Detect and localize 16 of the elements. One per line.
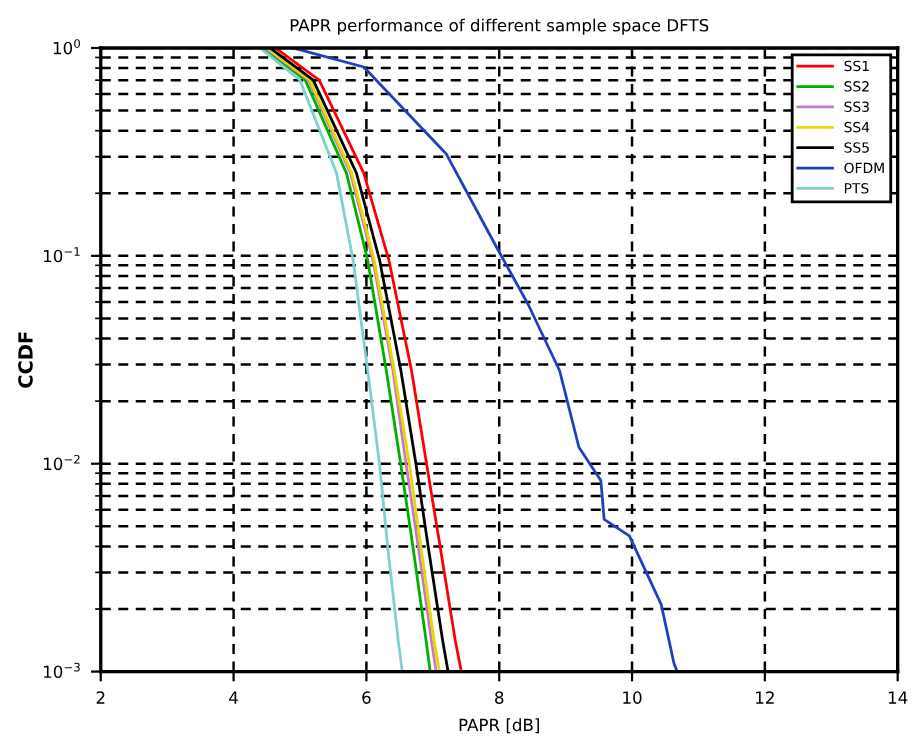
x-tick-label: 12 (756, 691, 774, 704)
x-tick-label: 6 (362, 691, 371, 704)
y-tick-label: 10$^{−2}$ (43, 454, 80, 471)
x-tick-label: 10 (623, 691, 642, 704)
x-tick-label: 14 (888, 691, 908, 704)
y-tick-label: 10$^{0}$ (53, 39, 80, 55)
line-series (258, 47, 404, 672)
x-tick-label: 4 (229, 691, 238, 704)
line-series (291, 47, 679, 672)
x-tick-label: 2 (96, 691, 105, 704)
y-tick-label: 10$^{−3}$ (43, 662, 80, 679)
y-tick-label: 10$^{−1}$ (43, 247, 80, 263)
x-axis-title: PAPR [dB] (459, 718, 539, 734)
y-axis-title: CCDF (18, 332, 33, 388)
x-tick-label: 8 (495, 691, 504, 704)
chart-title: PAPR performance of different sample space DFTS (290, 18, 709, 35)
